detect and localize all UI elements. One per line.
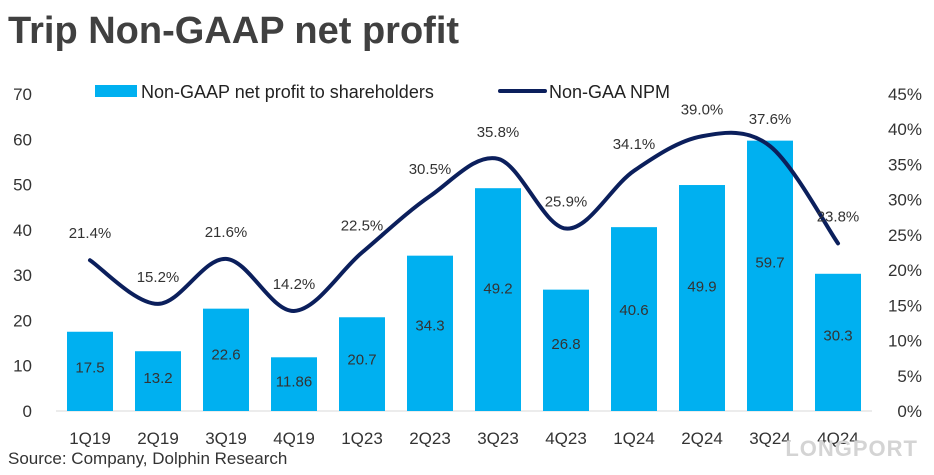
line-labels: 21.4% 15.2% 21.6% 14.2% 22.5% 30.5% 35.8% 25.9%… — [69, 101, 860, 293]
line-data-label: 34.1% — [613, 136, 656, 153]
bar — [611, 227, 657, 411]
bar-labels: 17.5 13.2 22.6 11.86 20.7 34.3 49.2 26.8 40.6 49.… — [75, 254, 852, 390]
bar — [339, 317, 385, 411]
bar-data-label: 26.8 — [551, 336, 580, 353]
right-axis-tick: 15% — [888, 296, 922, 315]
right-axis-tick: 25% — [888, 226, 922, 245]
x-axis-tick: 3Q24 — [749, 429, 791, 448]
line-data-label: 30.5% — [409, 161, 452, 178]
x-axis-tick: 3Q19 — [205, 429, 247, 448]
right-axis-tick: 20% — [888, 261, 922, 280]
x-axis-tick: 4Q23 — [545, 429, 587, 448]
bar — [475, 188, 521, 411]
legend-bar-swatch — [95, 85, 137, 97]
bar-data-label: 34.3 — [415, 318, 444, 335]
bar-data-label: 59.7 — [755, 254, 784, 271]
bar-data-label: 49.9 — [687, 279, 716, 296]
line-data-label: 14.2% — [273, 276, 316, 293]
x-axis-tick: 4Q24 — [817, 429, 859, 448]
bar-data-label: 49.2 — [483, 280, 512, 297]
line-data-label: 22.5% — [341, 218, 384, 235]
line-data-label: 35.8% — [477, 124, 520, 141]
legend: Non-GAAP net profit to shareholders Non-… — [95, 82, 670, 102]
right-axis-tick: 35% — [888, 155, 922, 174]
legend-line-label: Non-GAA NPM — [549, 82, 670, 102]
line-data-label: 25.9% — [545, 194, 588, 211]
line-data-label: 21.6% — [205, 224, 248, 241]
line-data-label: 23.8% — [817, 208, 860, 225]
bar-series — [67, 140, 861, 411]
line-data-label: 15.2% — [137, 269, 180, 286]
bar-data-label: 11.86 — [276, 373, 312, 390]
bar — [679, 185, 725, 411]
left-axis-tick: 70 — [13, 85, 32, 104]
left-axis-tick: 30 — [13, 266, 32, 285]
bar-data-label: 22.6 — [211, 347, 240, 364]
x-axis-tick: 1Q19 — [69, 429, 111, 448]
right-axis-tick: 45% — [888, 85, 922, 104]
line-data-label: 39.0% — [681, 101, 724, 118]
x-axis-tick: 1Q23 — [341, 429, 383, 448]
x-axis-tick: 2Q24 — [681, 429, 723, 448]
bar — [543, 289, 589, 411]
line-data-label: 37.6% — [749, 111, 792, 128]
right-axis-tick: 40% — [888, 120, 922, 139]
bar — [747, 140, 793, 411]
x-axis-tick: 2Q23 — [409, 429, 451, 448]
bar-data-label: 20.7 — [347, 351, 376, 368]
x-axis-tick: 3Q23 — [477, 429, 519, 448]
x-axis-tick: 1Q24 — [613, 429, 655, 448]
x-axis-tick: 2Q19 — [137, 429, 179, 448]
watermark-logo: LONGPORT — [785, 436, 918, 461]
left-axis-tick: 40 — [13, 221, 32, 240]
right-axis-tick: 5% — [897, 367, 922, 386]
bar — [135, 351, 181, 411]
right-axis: 0% 5% 10% 15% 20% 25% 30% 35% 40% 45% — [888, 85, 922, 421]
left-axis-tick: 60 — [13, 130, 32, 149]
left-axis: 0 10 20 30 40 50 60 70 — [13, 85, 32, 421]
bar-data-label: 30.3 — [823, 328, 852, 345]
right-axis-tick: 30% — [888, 191, 922, 210]
source-note: Source: Company, Dolphin Research — [8, 449, 288, 468]
legend-bar-label: Non-GAAP net profit to shareholders — [141, 82, 434, 102]
bar-data-label: 17.5 — [75, 359, 104, 376]
bar — [271, 357, 317, 411]
line-path — [88, 130, 840, 313]
chart-title: Trip Non-GAAP net profit — [8, 10, 460, 52]
x-axis-tick: 4Q19 — [273, 429, 315, 448]
left-axis-tick: 20 — [13, 311, 32, 330]
left-axis-tick: 10 — [13, 357, 32, 376]
bar-data-label: 40.6 — [619, 302, 648, 319]
bar — [203, 308, 249, 411]
line-data-label: 21.4% — [69, 225, 112, 242]
right-axis-tick: 0% — [897, 402, 922, 421]
left-axis-tick: 50 — [13, 176, 32, 195]
x-axis: 1Q19 2Q19 3Q19 4Q19 1Q23 2Q23 3Q23 4Q23 1Q24 2Q24… — [56, 410, 872, 448]
bar — [67, 331, 113, 411]
bar — [407, 255, 453, 411]
right-axis-tick: 10% — [888, 332, 922, 351]
left-axis-tick: 0 — [23, 402, 32, 421]
bar — [815, 273, 861, 411]
line-series — [88, 130, 840, 313]
bar-data-label: 13.2 — [143, 370, 172, 387]
